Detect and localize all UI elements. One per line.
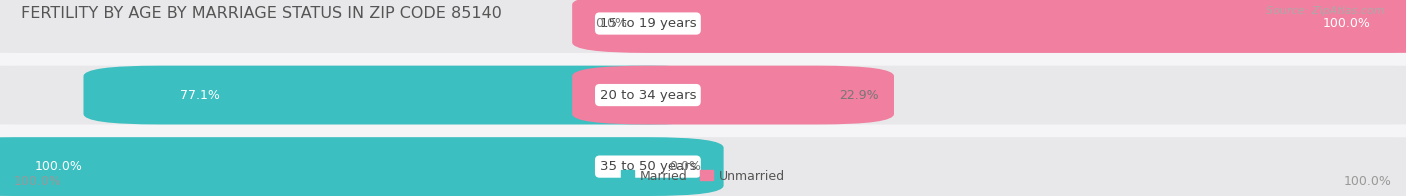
- Text: 15 to 19 years: 15 to 19 years: [599, 17, 696, 30]
- Text: 0.0%: 0.0%: [669, 160, 702, 173]
- Text: 100.0%: 100.0%: [1323, 17, 1371, 30]
- FancyBboxPatch shape: [83, 66, 724, 124]
- Text: 100.0%: 100.0%: [1344, 175, 1392, 188]
- Text: Source: ZipAtlas.com: Source: ZipAtlas.com: [1267, 6, 1385, 16]
- FancyBboxPatch shape: [0, 66, 1406, 124]
- Text: 35 to 50 years: 35 to 50 years: [599, 160, 696, 173]
- Text: 100.0%: 100.0%: [14, 175, 62, 188]
- Text: FERTILITY BY AGE BY MARRIAGE STATUS IN ZIP CODE 85140: FERTILITY BY AGE BY MARRIAGE STATUS IN Z…: [21, 6, 502, 21]
- Text: 22.9%: 22.9%: [839, 89, 879, 102]
- FancyBboxPatch shape: [572, 66, 894, 124]
- Text: 20 to 34 years: 20 to 34 years: [599, 89, 696, 102]
- FancyBboxPatch shape: [0, 137, 724, 196]
- FancyBboxPatch shape: [0, 0, 1406, 53]
- FancyBboxPatch shape: [572, 0, 1406, 53]
- Legend: Married, Unmarried: Married, Unmarried: [616, 165, 790, 188]
- FancyBboxPatch shape: [0, 137, 1406, 196]
- Text: 77.1%: 77.1%: [180, 89, 221, 102]
- Text: 0.0%: 0.0%: [595, 17, 627, 30]
- Text: 100.0%: 100.0%: [35, 160, 83, 173]
